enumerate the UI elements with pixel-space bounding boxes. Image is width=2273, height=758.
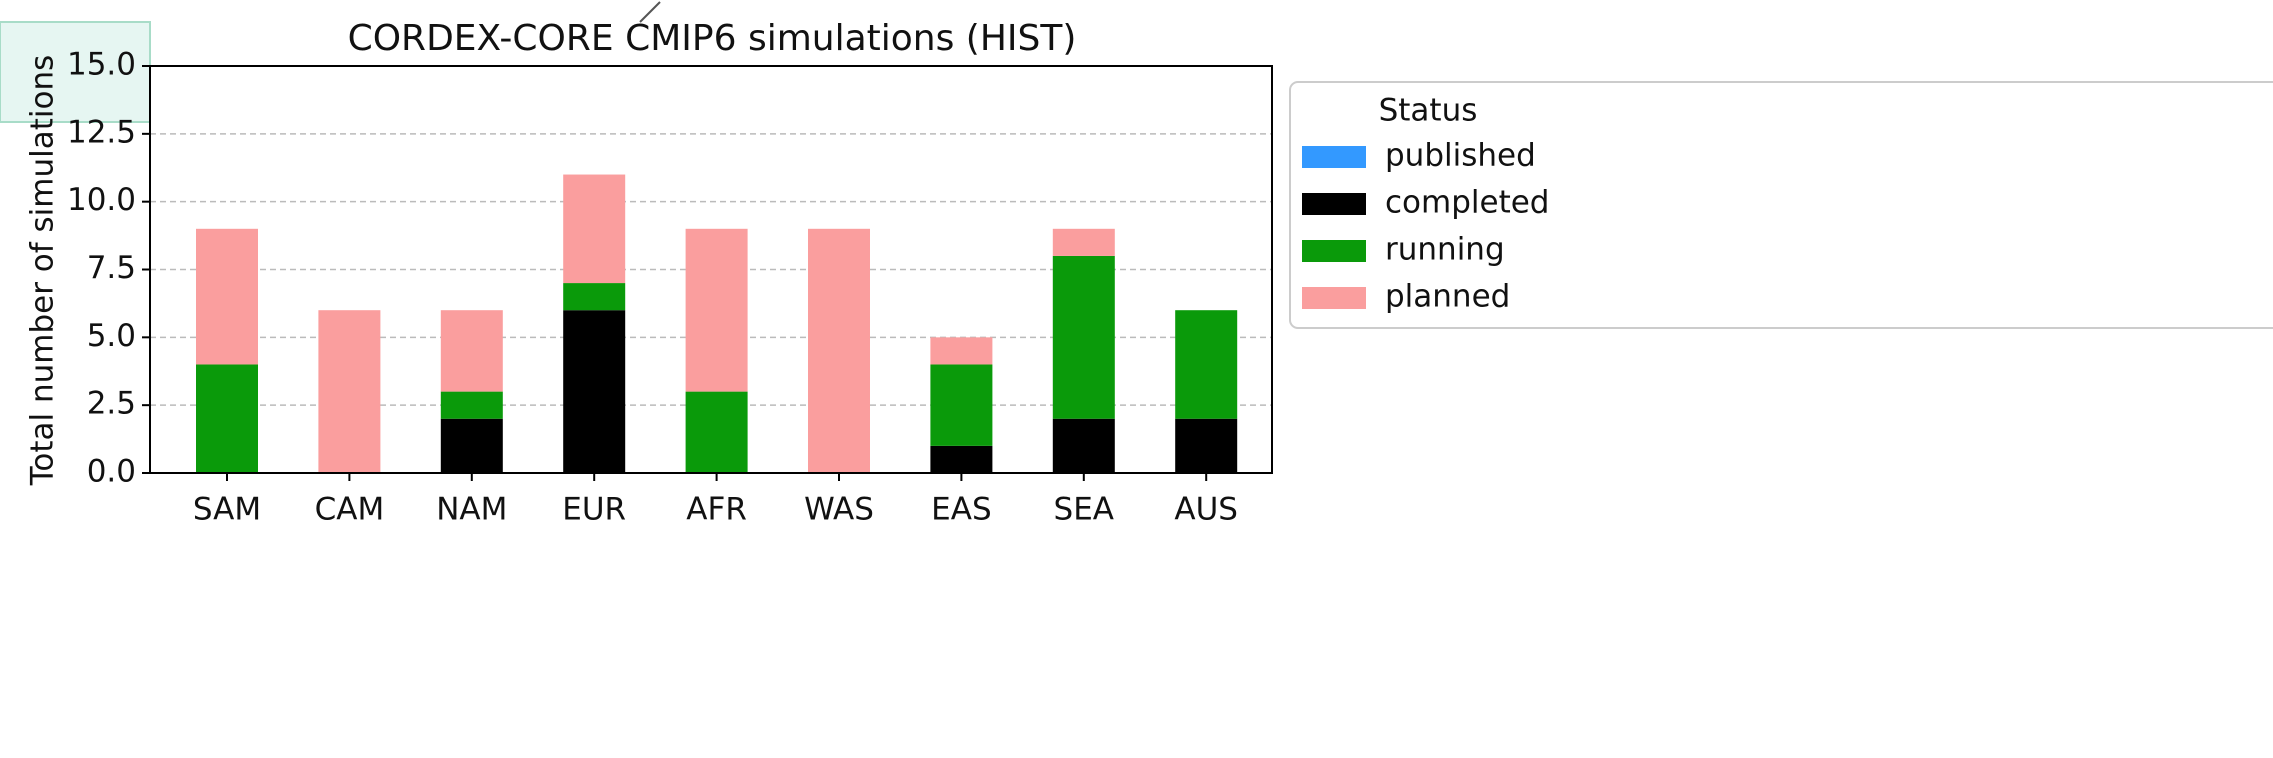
x-tick-label: EUR [562,492,626,528]
bar-segment [196,364,258,473]
bar-segment [1052,228,1115,256]
y-tick-label: 2.5 [87,386,136,422]
legend-swatch [1302,146,1366,168]
bar-segment [1175,310,1238,419]
legend-label: planned [1385,279,1510,315]
bar-segment [1052,418,1115,473]
plot-frame [149,65,1273,474]
bar-segment [685,228,748,392]
bar-segment [1175,418,1238,473]
bar-segment [563,310,626,473]
decoration-line [639,1,661,23]
bar-segment [440,310,503,392]
legend-swatch [1302,193,1366,215]
x-tick-label: SEA [1054,492,1114,528]
bar-segment [930,364,993,446]
y-tick-label: 10.0 [67,182,136,218]
bar-segment [563,283,626,311]
x-tick-label: EAS [931,492,991,528]
y-tick-label: 0.0 [87,454,136,490]
x-tick-label: SAM [193,492,261,528]
background-panel [0,21,151,123]
bar-segment [685,391,748,473]
legend-box [1289,81,2273,329]
bar-segment [196,228,258,365]
bar-segment [318,310,381,473]
legend-label: completed [1385,185,1549,221]
chart-title: CORDEX-CORE CMIP6 simulations (HIST) [348,18,1077,59]
bar-segment [440,391,503,419]
legend-label: running [1385,232,1505,268]
legend-title: Status [1379,93,1478,129]
bar-segment [1052,255,1115,419]
legend-swatch [1302,287,1366,309]
bar-segment [563,174,626,284]
x-tick-label: CAM [315,492,385,528]
x-tick-label: NAM [436,492,507,528]
y-tick-label: 12.5 [67,114,136,150]
x-tick-label: AUS [1174,492,1238,528]
legend-swatch [1302,240,1366,262]
bar-segment [930,337,993,365]
bar-segment [808,228,870,473]
x-tick-label: AFR [686,492,747,528]
x-tick-label: WAS [804,492,874,528]
bar-segment [440,418,503,473]
y-tick-label: 5.0 [87,318,136,354]
bar-segment [930,445,993,473]
y-tick-label: 15.0 [67,47,136,83]
y-axis-label: Total number of simulations [25,55,61,487]
y-tick-label: 7.5 [87,250,136,286]
legend-label: published [1385,138,1536,174]
